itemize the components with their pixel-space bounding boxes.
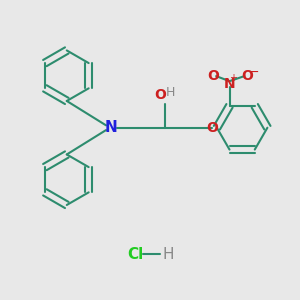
Text: H: H [166, 86, 175, 100]
Text: O: O [207, 69, 219, 83]
Text: −: − [249, 66, 259, 79]
Text: N: N [224, 76, 235, 91]
Text: O: O [206, 121, 218, 135]
Text: O: O [154, 88, 166, 102]
Text: O: O [242, 69, 253, 83]
Text: Cl: Cl [127, 247, 143, 262]
Text: N: N [105, 120, 118, 135]
Text: H: H [162, 247, 174, 262]
Text: +: + [229, 73, 237, 83]
